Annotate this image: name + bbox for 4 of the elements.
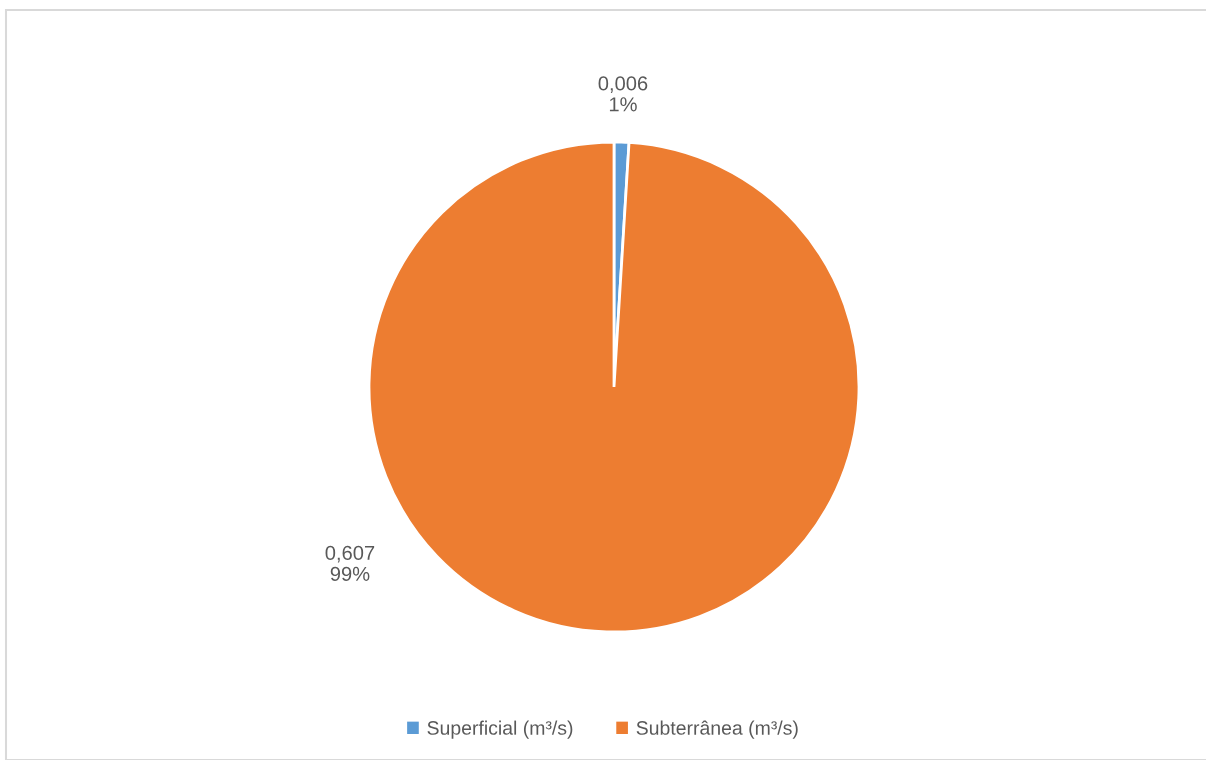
data-label: 0,006 1% [598,76,648,112]
legend-label: Subterrânea (m³/s) [636,720,798,739]
data-label: 0,607 99% [325,545,375,581]
legend-label: Superficial (m³/s) [427,720,573,739]
